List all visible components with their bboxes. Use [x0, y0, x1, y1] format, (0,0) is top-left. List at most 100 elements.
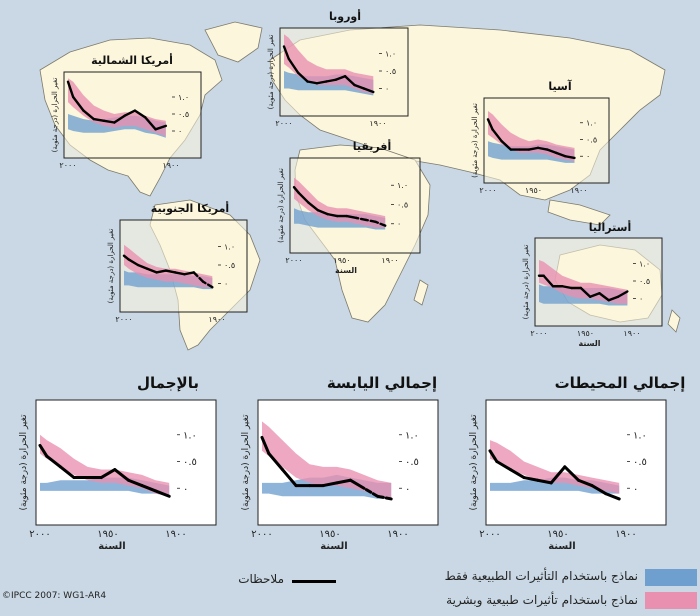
observed-segment [527, 146, 540, 151]
observed-segment [536, 146, 549, 151]
observed-segment [127, 258, 140, 267]
observed-segment [316, 209, 329, 216]
observed-segment [522, 476, 540, 482]
legend-line-observed [292, 580, 336, 583]
observed-segment [486, 118, 494, 131]
observed-segment [45, 454, 62, 469]
observed-segment [564, 155, 576, 160]
x-tick-label: ٢٠٠٠ [59, 161, 76, 170]
y-tick-label: ١.٠ [178, 93, 189, 102]
band-combined [40, 434, 170, 497]
chart-europe: ٠ ٠.٥ ١.٠ ١٩٠٠ ٢٠٠٠ تغير الحرارة (درجة مئوية)… [267, 9, 409, 128]
chart-title: أوروبا [329, 9, 361, 23]
observed-segment [140, 484, 158, 493]
observed-segment [71, 95, 85, 112]
band-combined [490, 440, 620, 494]
observed-segment [260, 435, 271, 455]
chart-title: إجمالي اليابسة [327, 374, 437, 392]
y-tick-label: ٠.٥ [397, 200, 408, 209]
y-tick-label: ١.٠ [639, 259, 650, 268]
observed-segment [66, 80, 75, 99]
observed-segment [122, 254, 130, 261]
x-tick-label: ١٩٠٠ [623, 329, 640, 338]
x-tick-label: ١٩٠٠ [208, 315, 225, 324]
observed-segment [183, 271, 195, 276]
band-combined [539, 260, 628, 304]
observed-segment [292, 185, 300, 195]
y-axis-label: تغير الحرارة (درجة مئوية) [51, 78, 59, 153]
observed-segment [364, 218, 377, 224]
observed-segment [348, 478, 366, 490]
x-tick-label: ٢٠٠٠ [115, 315, 132, 324]
x-tick-label: ١٩٠٠ [570, 186, 587, 195]
x-axis-label: السنة [548, 541, 576, 552]
observed-segment [545, 148, 558, 155]
x-tick-label: ٢٠٠٠ [285, 256, 302, 265]
observed-segment [376, 494, 393, 501]
observed-segment [579, 286, 592, 298]
observed-segment [307, 201, 320, 212]
observed-segment [616, 290, 629, 298]
y-tick-label: ٠ [586, 152, 590, 161]
observed-segment [113, 114, 126, 124]
observed-segment [508, 468, 526, 480]
y-tick-label: ١.٠ [405, 430, 419, 441]
x-axis-label: السنة [578, 339, 600, 348]
observed-segment [321, 481, 339, 488]
observed-segment [563, 465, 580, 482]
band-combined [262, 421, 392, 499]
observed-segment [500, 139, 512, 151]
observed-segment [297, 191, 310, 204]
observed-segment [280, 468, 298, 488]
observed-segment [576, 478, 594, 488]
y-tick-label: ٠ [224, 279, 228, 288]
legend-label-natural: نماذج باستخدام التأثيرات الطبيعية فقط [444, 569, 638, 583]
y-tick-label: ٠ [178, 127, 182, 136]
observed-segment [343, 75, 356, 87]
observed-segment [38, 443, 49, 458]
x-tick-label: ١٩٥٠ [577, 329, 594, 338]
y-axis-label: تغير الحرارة (درجة مئوية) [241, 414, 251, 510]
observed-segment [306, 80, 319, 85]
x-tick-label: ٢٠٠٠ [275, 119, 292, 128]
observed-segment [334, 75, 347, 81]
y-tick-label: ١.٠ [183, 430, 197, 441]
observed-segment [588, 292, 601, 298]
landmass-indonesia [547, 199, 611, 226]
observed-segment [353, 83, 366, 90]
x-tick-label: ٢٠٠٠ [29, 529, 50, 540]
y-tick-label: ٠ [397, 220, 401, 229]
landmass-madagascar [413, 279, 429, 306]
x-tick-label: ١٩٠٠ [615, 529, 636, 540]
observed-segment [113, 468, 130, 482]
observed-segment [102, 119, 116, 124]
band-combined [294, 177, 386, 228]
band-combined [68, 78, 166, 137]
y-axis-label: تغير الحرارة (درجة مئوية) [277, 168, 285, 243]
x-tick-label: ١٩٠٠ [387, 529, 408, 540]
observed-segment [154, 124, 168, 131]
y-tick-label: ١.٠ [385, 49, 396, 58]
chart-title: بالإجمال [137, 374, 199, 392]
y-tick-label: ٠.٥ [178, 110, 189, 119]
y-tick-label: ٠ [405, 484, 410, 495]
observed-segment [155, 269, 168, 274]
observed-segment [607, 295, 620, 302]
y-tick-label: ١.٠ [586, 119, 597, 128]
chart-global: ٠ ٠.٥ ١.٠ ١٩٠٠ ١٩٥٠ ٢٠٠٠ السنة تغير الحرارة (در… [19, 374, 217, 552]
x-tick-label: ١٩٠٠ [381, 256, 398, 265]
observed-segment [58, 465, 76, 480]
observed-segment [92, 117, 106, 123]
observed-segment [315, 80, 328, 85]
observed-segment [173, 271, 186, 276]
y-tick-label: ١.٠ [397, 181, 408, 190]
observed-segment [590, 484, 608, 496]
observed-segment [326, 212, 339, 218]
chart-title: أستراليا [589, 220, 631, 234]
observed-segment [282, 45, 290, 60]
y-tick-label: ٠.٥ [183, 457, 197, 468]
x-tick-label: ٢٠٠٠ [251, 529, 272, 540]
y-tick-label: ٠.٥ [586, 135, 597, 144]
legend-swatch-combined [645, 592, 697, 609]
